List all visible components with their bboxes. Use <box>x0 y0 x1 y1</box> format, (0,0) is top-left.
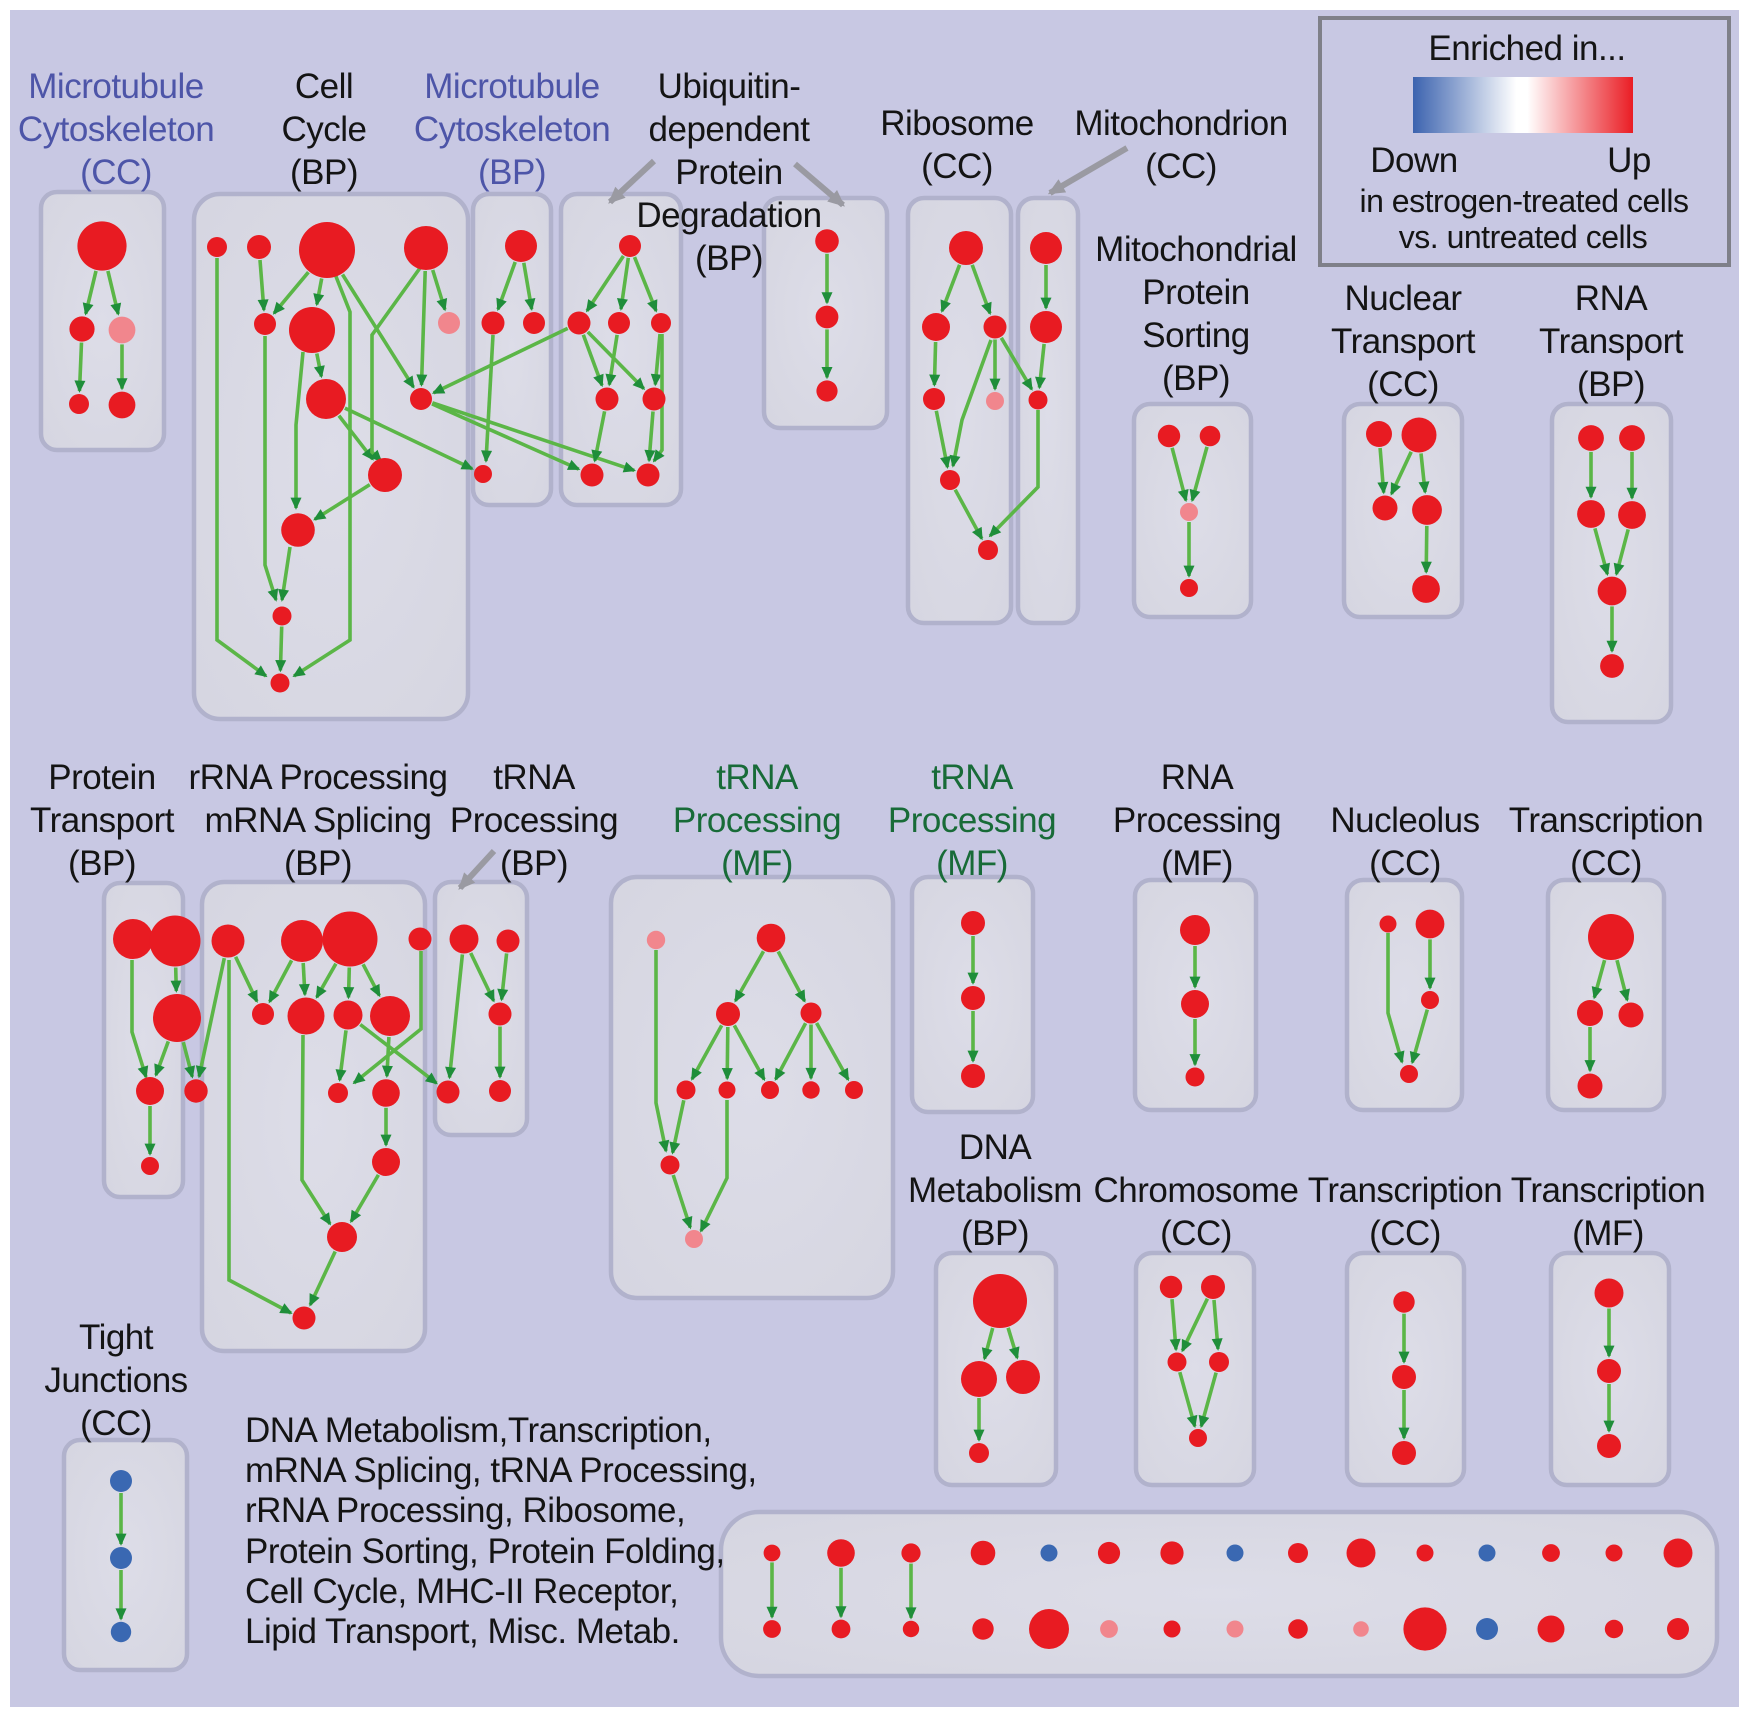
svg-text:Mitochondrion: Mitochondrion <box>1074 104 1287 143</box>
svg-text:Tight: Tight <box>79 1318 154 1357</box>
svg-text:(BP): (BP) <box>478 153 546 192</box>
svg-text:(CC): (CC) <box>1160 1214 1232 1253</box>
svg-text:(CC): (CC) <box>921 147 993 186</box>
svg-text:Cell Cycle, MHC-II Receptor,: Cell Cycle, MHC-II Receptor, <box>245 1572 678 1611</box>
svg-text:Metabolism: Metabolism <box>908 1171 1082 1210</box>
svg-text:(BP): (BP) <box>68 844 136 883</box>
svg-text:Cycle: Cycle <box>281 110 366 149</box>
svg-text:Protein: Protein <box>675 153 782 192</box>
svg-text:vs. untreated cells: vs. untreated cells <box>1399 219 1647 255</box>
svg-text:Mitochondrial: Mitochondrial <box>1095 230 1297 269</box>
svg-text:in estrogen-treated cells: in estrogen-treated cells <box>1359 183 1688 219</box>
svg-text:(CC): (CC) <box>1367 365 1439 404</box>
svg-text:Processing: Processing <box>1113 801 1281 840</box>
svg-text:Protein: Protein <box>1142 273 1249 312</box>
svg-text:Transport: Transport <box>1331 322 1476 361</box>
svg-text:Transcription: Transcription <box>1308 1171 1503 1210</box>
svg-text:Microtubule: Microtubule <box>424 67 599 106</box>
svg-text:Processing: Processing <box>450 801 618 840</box>
svg-text:Cytoskeleton: Cytoskeleton <box>18 110 214 149</box>
svg-text:(BP): (BP) <box>284 844 352 883</box>
svg-text:Processing: Processing <box>888 801 1056 840</box>
svg-text:mRNA Splicing, tRNA Processing: mRNA Splicing, tRNA Processing, <box>245 1451 757 1490</box>
svg-text:(BP): (BP) <box>961 1214 1029 1253</box>
svg-text:Lipid Transport, Misc. Metab.: Lipid Transport, Misc. Metab. <box>245 1612 680 1651</box>
svg-text:Protein: Protein <box>48 758 155 797</box>
svg-text:Ribosome: Ribosome <box>880 104 1034 143</box>
svg-text:(CC): (CC) <box>80 1404 152 1443</box>
svg-text:tRNA: tRNA <box>716 758 799 797</box>
svg-text:(MF): (MF) <box>1572 1214 1644 1253</box>
svg-text:(CC): (CC) <box>1145 147 1217 186</box>
svg-text:Up: Up <box>1607 141 1651 180</box>
svg-text:Cell: Cell <box>295 67 353 106</box>
svg-text:(CC): (CC) <box>80 153 152 192</box>
svg-text:Transcription: Transcription <box>1509 801 1704 840</box>
svg-text:Degradation: Degradation <box>636 196 821 235</box>
svg-text:tRNA: tRNA <box>493 758 576 797</box>
svg-text:(CC): (CC) <box>1570 844 1642 883</box>
svg-text:(CC): (CC) <box>1369 1214 1441 1253</box>
svg-text:(CC): (CC) <box>1369 844 1441 883</box>
svg-text:Junctions: Junctions <box>44 1361 187 1400</box>
svg-text:(MF): (MF) <box>721 844 793 883</box>
svg-text:DNA: DNA <box>959 1128 1033 1167</box>
svg-text:RNA: RNA <box>1161 758 1235 797</box>
svg-text:Processing: Processing <box>673 801 841 840</box>
svg-text:rRNA Processing: rRNA Processing <box>189 758 448 797</box>
svg-text:(BP): (BP) <box>1577 365 1645 404</box>
svg-text:DNA Metabolism,Transcription,: DNA Metabolism,Transcription, <box>245 1411 712 1450</box>
svg-text:Nucleolus: Nucleolus <box>1330 801 1479 840</box>
svg-text:Transport: Transport <box>30 801 175 840</box>
svg-text:Microtubule: Microtubule <box>28 67 203 106</box>
svg-text:Protein Sorting, Protein Foldi: Protein Sorting, Protein Folding, <box>245 1532 725 1571</box>
svg-text:Transport: Transport <box>1539 322 1684 361</box>
svg-text:(MF): (MF) <box>1161 844 1233 883</box>
svg-text:Nuclear: Nuclear <box>1344 279 1462 318</box>
svg-text:(BP): (BP) <box>1162 359 1230 398</box>
svg-text:(BP): (BP) <box>500 844 568 883</box>
svg-text:Down: Down <box>1370 141 1457 180</box>
svg-text:(BP): (BP) <box>695 239 763 278</box>
svg-text:Cytoskeleton: Cytoskeleton <box>414 110 610 149</box>
svg-text:dependent: dependent <box>649 110 811 149</box>
svg-text:tRNA: tRNA <box>931 758 1014 797</box>
svg-text:Sorting: Sorting <box>1142 316 1249 355</box>
svg-text:Enriched in...: Enriched in... <box>1428 29 1625 68</box>
svg-text:rRNA Processing, Ribosome,: rRNA Processing, Ribosome, <box>245 1491 685 1530</box>
svg-text:(MF): (MF) <box>936 844 1008 883</box>
svg-text:(BP): (BP) <box>290 153 358 192</box>
svg-text:RNA: RNA <box>1575 279 1649 318</box>
svg-text:Ubiquitin-: Ubiquitin- <box>658 67 801 106</box>
svg-text:Transcription: Transcription <box>1511 1171 1706 1210</box>
svg-text:mRNA Splicing: mRNA Splicing <box>205 801 432 840</box>
svg-text:Chromosome: Chromosome <box>1093 1171 1298 1210</box>
